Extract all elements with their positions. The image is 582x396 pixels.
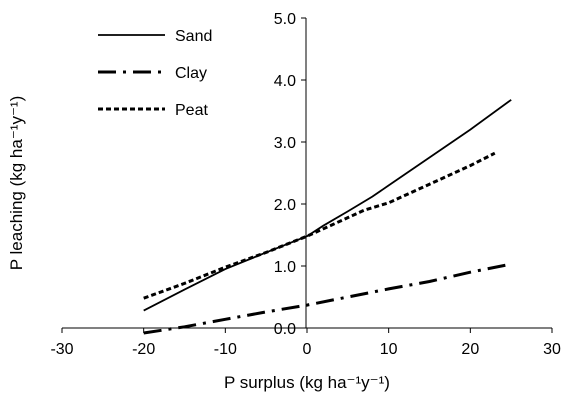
- series-group: [143, 99, 512, 335]
- x-tick-label: 30: [543, 341, 561, 358]
- x-axis: -30 -20 -10 0 10 20 30: [50, 327, 561, 358]
- y-tick-label: 2.0: [274, 197, 296, 214]
- legend-label-sand: Sand: [175, 28, 212, 45]
- y-tick-label: 3.0: [274, 135, 296, 152]
- x-axis-title: P surplus (kg ha⁻¹y⁻¹): [224, 373, 390, 392]
- y-tick-label: 4.0: [274, 73, 296, 90]
- x-tick-label: 20: [461, 341, 479, 358]
- plot-area: -30 -20 -10 0 10 20 30 0.0 1.0 2.0 3.0 4.0 5.0: [50, 11, 561, 358]
- x-tick-label: -10: [214, 341, 237, 358]
- y-axis-title: P leaching (kg ha⁻¹y⁻¹): [7, 96, 26, 270]
- series-line-sand: [143, 99, 512, 312]
- legend: Sand Clay Peat: [98, 28, 212, 119]
- x-tick-label: -30: [50, 341, 73, 358]
- series-line-peat: [143, 151, 496, 300]
- y-tick-label: 1.0: [274, 259, 296, 276]
- x-tick-label: 0: [303, 341, 312, 358]
- y-tick-label: 5.0: [274, 11, 296, 28]
- x-tick-label: 10: [380, 341, 398, 358]
- y-axis: 0.0 1.0 2.0 3.0 4.0 5.0: [274, 11, 307, 338]
- legend-label-clay: Clay: [175, 65, 207, 82]
- x-tick-label: -20: [132, 341, 155, 358]
- legend-label-peat: Peat: [175, 102, 208, 119]
- y-tick-label: 0.0: [274, 321, 296, 338]
- series-line-clay: [143, 262, 512, 335]
